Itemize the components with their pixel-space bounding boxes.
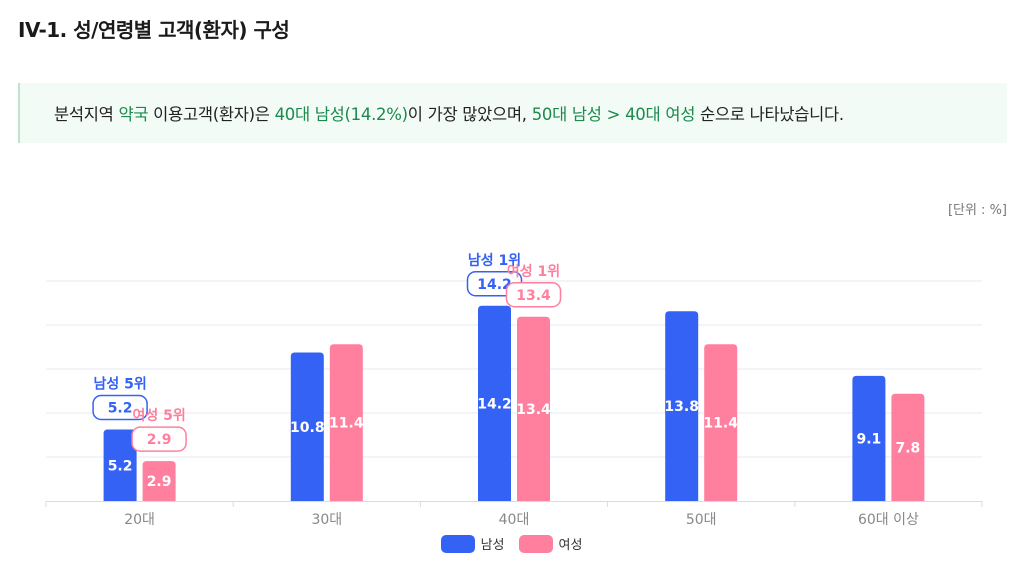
bar-value-label: 5.2 bbox=[108, 458, 133, 474]
summary-text: 분석지역 약국 이용고객(환자)은 40대 남성(14.2%)이 가장 많았으며… bbox=[54, 101, 844, 125]
x-tick-label: 50대 bbox=[686, 512, 717, 528]
bar-value-label: 10.8 bbox=[290, 420, 325, 436]
legend-label-female: 여성 bbox=[558, 538, 583, 553]
bar-male[interactable] bbox=[290, 352, 324, 502]
bar-female[interactable] bbox=[517, 316, 550, 501]
legend-label-male: 남성 bbox=[480, 538, 505, 553]
bar-value-label: 14.2 bbox=[477, 396, 512, 412]
summary-box: 분석지역 약국 이용고객(환자)은 40대 남성(14.2%)이 가장 많았으며… bbox=[18, 83, 1007, 143]
bar-value-label: 11.4 bbox=[703, 416, 738, 432]
bar-male[interactable] bbox=[103, 429, 137, 502]
x-tick-label: 60대 이상 bbox=[858, 512, 919, 528]
summary-segment: 이 가장 많았으며, bbox=[407, 105, 532, 124]
rank-badge bbox=[505, 282, 562, 308]
rank-badge-value: 2.9 bbox=[147, 432, 172, 448]
legend-item-female[interactable]: 여성 bbox=[518, 534, 583, 553]
rank-label: 남성 1위 bbox=[468, 252, 521, 269]
summary-segment: 분석지역 bbox=[54, 105, 119, 124]
rank-label: 남성 5위 bbox=[93, 376, 146, 393]
legend-swatch-female bbox=[518, 534, 553, 553]
legend-swatch-male bbox=[440, 534, 475, 553]
rank-badge-value: 5.2 bbox=[108, 401, 133, 417]
bar-value-label: 9.1 bbox=[856, 431, 881, 447]
legend-item-male[interactable]: 남성 bbox=[440, 534, 505, 553]
bar-female[interactable] bbox=[891, 393, 925, 501]
summary-highlight: (14.2%) bbox=[344, 105, 409, 124]
bar-female[interactable] bbox=[142, 461, 176, 501]
bar-male[interactable] bbox=[852, 375, 886, 501]
rank-badge bbox=[131, 426, 187, 452]
rank-badge-value: 14.2 bbox=[477, 277, 512, 293]
rank-label: 여성 1위 bbox=[507, 263, 560, 280]
chart-legend: 남성 여성 bbox=[0, 534, 1023, 553]
bar-female[interactable] bbox=[329, 344, 363, 501]
rank-label: 여성 5위 bbox=[132, 407, 185, 424]
bar-female[interactable] bbox=[704, 344, 738, 501]
summary-segment: 이용고객(환자)은 bbox=[148, 105, 275, 124]
summary-highlight: 50대 남성 > 40대 여성 bbox=[531, 105, 696, 124]
page-title: IV-1. 성/연령별 고객(환자) 구성 bbox=[18, 18, 290, 42]
bar-value-label: 13.8 bbox=[664, 399, 699, 415]
summary-segment: 순으로 나타났습니다. bbox=[695, 105, 844, 124]
x-tick-label: 30대 bbox=[311, 512, 342, 528]
bar-male[interactable] bbox=[665, 311, 699, 501]
summary-highlight: 약국 bbox=[118, 105, 149, 124]
bar-value-label: 11.4 bbox=[329, 416, 364, 432]
bar-value-label: 2.9 bbox=[147, 474, 172, 490]
bar-value-label: 13.4 bbox=[516, 402, 551, 418]
summary-highlight: 40대 남성 bbox=[274, 105, 345, 124]
x-tick-label: 20대 bbox=[124, 512, 155, 528]
rank-badge-value: 13.4 bbox=[516, 288, 551, 304]
x-tick-label: 40대 bbox=[499, 512, 530, 528]
unit-label: [단위 : %] bbox=[947, 203, 1007, 218]
bar-male[interactable] bbox=[478, 305, 511, 501]
rank-badge bbox=[92, 394, 148, 421]
bar-value-label: 7.8 bbox=[895, 440, 920, 456]
